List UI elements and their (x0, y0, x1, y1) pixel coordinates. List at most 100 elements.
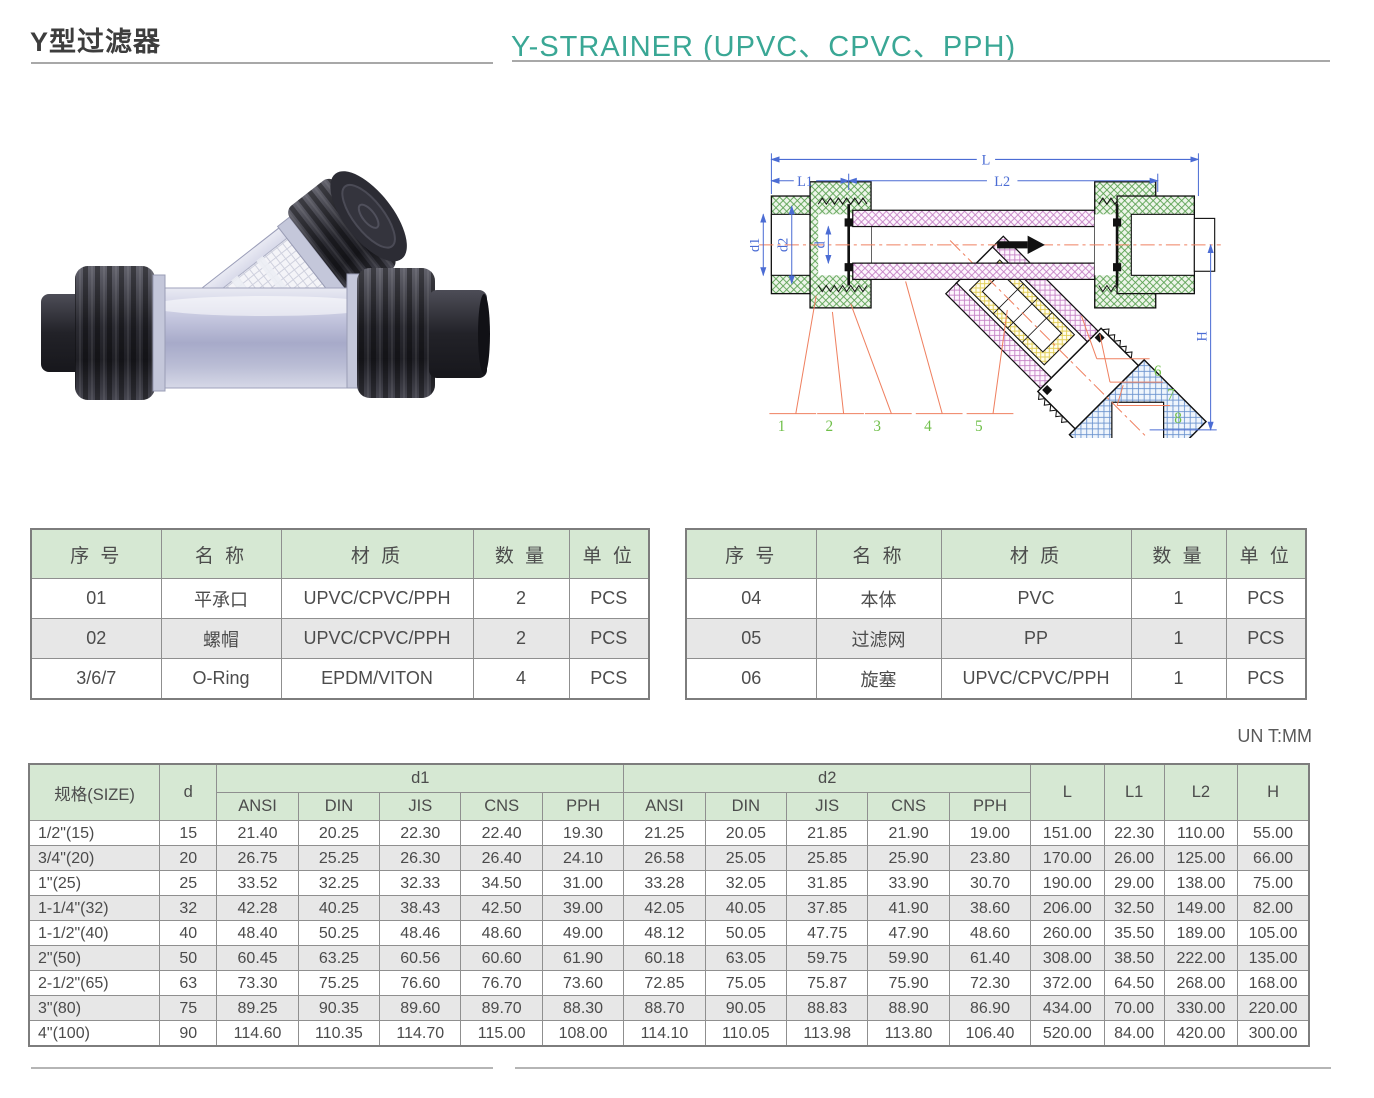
table-row: 1"(25) 25 33.52 32.25 32.33 34.50 31.00 33.28 32… (28, 870, 1310, 896)
value-cell: 138.00 (1163, 870, 1239, 896)
value-cell: 50 (159, 945, 218, 971)
value-cell: 110.35 (297, 1020, 381, 1047)
row-key-cell: 1-1/2"(40) (28, 920, 161, 946)
value-cell: 40.25 (297, 895, 381, 921)
value-cell: 35.50 (1103, 920, 1165, 946)
value-cell: 33.28 (623, 870, 706, 896)
value-cell: 70.00 (1103, 995, 1165, 1021)
part-label-4: 4 (924, 418, 932, 435)
column-header: ANSI (623, 792, 706, 821)
value-cell: PCS (1225, 578, 1307, 619)
value-cell: UPVC/CPVC/PPH (280, 618, 474, 659)
title-divider-right (512, 60, 1330, 62)
row-key-cell: 05 (685, 618, 817, 659)
value-cell: 20.25 (297, 820, 381, 846)
header-row: 序 号 名 称 材 质 数 量 单 位 (30, 528, 650, 579)
table-row: 1-1/4"(32) 32 42.28 40.25 38.43 42.50 39.00 42.… (28, 895, 1310, 921)
value-cell: 75.90 (867, 970, 950, 996)
column-header: 数 量 (1130, 528, 1227, 579)
value-cell: PCS (568, 578, 650, 619)
value-cell: PP (940, 618, 1132, 659)
table-row: 2-1/2"(65) 63 73.30 75.25 76.60 76.70 73.60 72.… (28, 970, 1310, 996)
column-header-L2: L2 (1163, 763, 1239, 821)
column-header: ANSI (216, 792, 299, 821)
value-cell: 115.00 (460, 1020, 543, 1047)
value-cell: 90.05 (704, 995, 788, 1021)
value-cell: 75.00 (1237, 870, 1310, 896)
value-cell: 1 (1130, 618, 1227, 659)
value-cell: 61.40 (948, 945, 1032, 971)
table-row: 05 过滤网 PP 1 PCS (685, 618, 1307, 659)
value-cell: 48.60 (948, 920, 1032, 946)
value-cell: 170.00 (1030, 845, 1105, 871)
value-cell: 372.00 (1030, 970, 1105, 996)
value-cell: 32.05 (704, 870, 788, 896)
left-union-nut (75, 266, 166, 400)
value-cell: 25 (159, 870, 218, 896)
part-label-8: 8 (1174, 410, 1182, 427)
value-cell: 60.56 (379, 945, 462, 971)
value-cell: 2 (472, 578, 570, 619)
row-key-cell: 4"(100) (28, 1020, 161, 1047)
parts-table-right: 序 号 名 称 材 质 数 量 单 位 04 本体 PVC 1 PCS 05 过滤网 PP 1 P… (685, 528, 1307, 700)
value-cell: 42.50 (460, 895, 543, 921)
header-row-standards: ANSI DIN JIS CNS PPH ANSI DIN JIS CNS PP… (29, 792, 1309, 821)
page-title-english: Y-STRAINER (UPVC、CPVC、PPH) (511, 31, 1017, 63)
row-key-cell: 1"(25) (28, 870, 161, 896)
part-label-5: 5 (975, 418, 983, 435)
value-cell: 21.90 (867, 820, 950, 846)
value-cell: UPVC/CPVC/PPH (940, 658, 1132, 700)
value-cell: 38.60 (948, 895, 1032, 921)
dimension-labels: L L1 L2 d1 d2 d H (750, 153, 1211, 342)
value-cell: 30.70 (948, 870, 1032, 896)
value-cell: 41.90 (867, 895, 950, 921)
product-photo (41, 171, 490, 400)
value-cell: 40.05 (704, 895, 788, 921)
value-cell: 1 (1130, 658, 1227, 700)
value-cell: 33.90 (867, 870, 950, 896)
value-cell: 24.10 (541, 845, 625, 871)
dim-H: H (1195, 331, 1211, 341)
row-key-cell: 3"(80) (28, 995, 161, 1021)
value-cell: 105.00 (1237, 920, 1310, 946)
value-cell: 114.10 (623, 1020, 706, 1047)
value-cell: 66.00 (1237, 845, 1310, 871)
value-cell: 19.00 (948, 820, 1032, 846)
value-cell: 189.00 (1163, 920, 1239, 946)
value-cell: 1 (1130, 578, 1227, 619)
value-cell: 61.90 (541, 945, 625, 971)
value-cell: 90 (159, 1020, 218, 1047)
value-cell: 125.00 (1163, 845, 1239, 871)
value-cell: 33.52 (216, 870, 299, 896)
value-cell: 过滤网 (815, 618, 942, 659)
value-cell: 34.50 (460, 870, 543, 896)
value-cell: 168.00 (1237, 970, 1310, 996)
value-cell: 20.05 (704, 820, 788, 846)
part-label-3: 3 (873, 418, 881, 435)
value-cell: 89.60 (379, 995, 462, 1021)
column-header: DIN (704, 792, 788, 821)
value-cell: 300.00 (1237, 1020, 1310, 1047)
part-label-6: 6 (1154, 363, 1162, 380)
value-cell: 37.85 (786, 895, 869, 921)
value-cell: O-Ring (160, 658, 282, 700)
table-row: 3"(80) 75 89.25 90.35 89.60 89.70 88.30 88.70 90… (28, 995, 1310, 1021)
value-cell: 50.25 (297, 920, 381, 946)
flow-arrow (997, 235, 1045, 254)
right-oring-bottom (1113, 263, 1122, 272)
value-cell: 29.00 (1103, 870, 1165, 896)
footer-divider-left (31, 1067, 493, 1069)
column-header: 单 位 (1225, 528, 1307, 579)
column-header-L: L (1030, 763, 1105, 821)
value-cell: 26.00 (1103, 845, 1165, 871)
value-cell: 螺帽 (160, 618, 282, 659)
value-cell: 50.05 (704, 920, 788, 946)
dim-L2: L2 (994, 174, 1010, 190)
value-cell: 113.98 (786, 1020, 869, 1047)
value-cell: 420.00 (1163, 1020, 1239, 1047)
value-cell: 114.70 (379, 1020, 462, 1047)
value-cell: 73.30 (216, 970, 299, 996)
value-cell: 59.75 (786, 945, 869, 971)
left-oring-top (844, 218, 853, 227)
value-cell: 151.00 (1030, 820, 1105, 846)
